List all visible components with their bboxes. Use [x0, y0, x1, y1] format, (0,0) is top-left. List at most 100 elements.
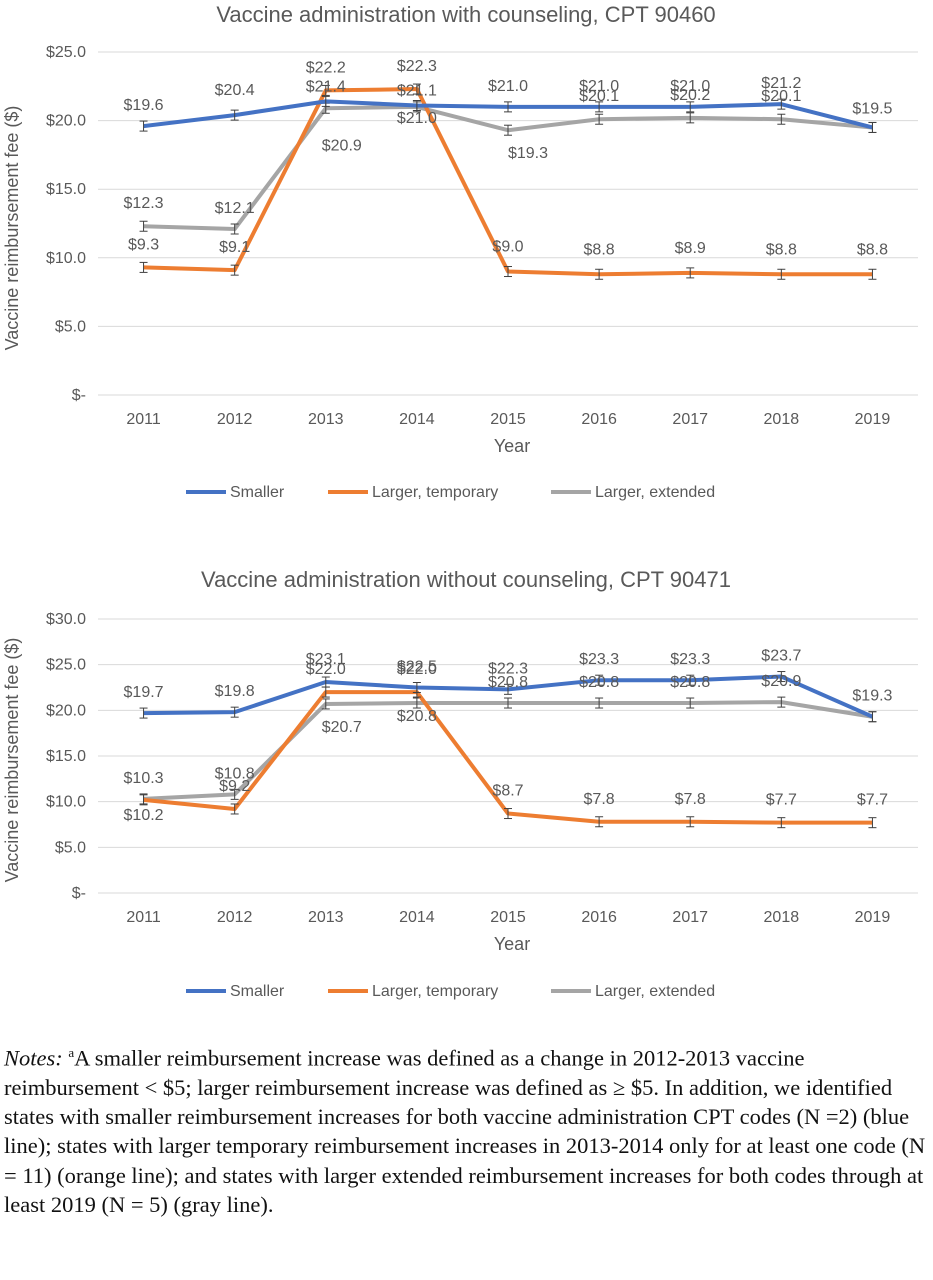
data-label: $22.3 [488, 660, 528, 677]
x-tick-label: 2017 [672, 909, 708, 926]
data-label: $22.2 [306, 59, 346, 76]
data-label: $20.7 [322, 719, 362, 736]
data-label: $10.8 [215, 765, 255, 782]
data-label: $9.2 [219, 778, 250, 795]
legend-label: Smaller [230, 484, 285, 501]
x-tick-label: 2015 [490, 411, 526, 428]
x-axis-label: Year [494, 436, 530, 456]
data-label: $19.7 [124, 684, 164, 701]
data-label: $23.3 [670, 651, 710, 668]
y-tick-label: $5.0 [55, 318, 86, 335]
data-label: $8.7 [492, 783, 523, 800]
chart-cpt-90471: Vaccine administration without counselin… [2, 567, 918, 1000]
data-label: $20.2 [670, 87, 710, 104]
data-label: $7.8 [675, 791, 706, 808]
x-tick-label: 2017 [672, 411, 708, 428]
notes-label: Notes: [4, 1045, 63, 1071]
series-line-larger-temporary [143, 690, 873, 825]
y-tick-label: $25.0 [46, 657, 86, 674]
legend-label: Smaller [230, 983, 285, 1000]
data-label: $21.0 [579, 78, 619, 95]
chart-title: Vaccine administration without counselin… [201, 567, 731, 592]
data-label: $8.8 [857, 241, 888, 258]
data-label: $22.3 [397, 58, 437, 75]
legend-label: Larger, extended [595, 983, 715, 1000]
data-label: $19.3 [508, 145, 548, 162]
data-label: $8.8 [584, 241, 615, 258]
x-tick-label: 2016 [581, 411, 617, 428]
data-label: $20.9 [322, 137, 362, 154]
notes-superscript: a [68, 1045, 75, 1060]
y-tick-label: $15.0 [46, 181, 86, 198]
x-tick-label: 2014 [399, 411, 435, 428]
x-tick-label: 2019 [855, 411, 891, 428]
legend-label: Larger, temporary [372, 484, 498, 501]
data-label: $9.1 [219, 239, 250, 256]
y-tick-label: $5.0 [55, 839, 86, 856]
data-label: $8.9 [675, 240, 706, 257]
x-tick-label: 2018 [764, 909, 800, 926]
data-label: $19.5 [852, 100, 892, 117]
y-tick-label: $30.0 [46, 611, 86, 628]
data-label: $7.8 [584, 791, 615, 808]
data-label: $9.3 [128, 236, 159, 253]
data-label: $7.7 [766, 792, 797, 809]
x-tick-label: 2013 [308, 909, 344, 926]
data-label: $23.7 [761, 648, 801, 665]
x-tick-label: 2018 [764, 411, 800, 428]
data-label: $20.8 [397, 708, 437, 725]
chart-title: Vaccine administration with counseling, … [216, 2, 715, 27]
y-tick-label: $15.0 [46, 748, 86, 765]
data-label: $23.3 [579, 651, 619, 668]
data-label: $23.1 [306, 651, 346, 668]
data-label: $22.0 [306, 661, 346, 678]
data-label: $22.0 [397, 661, 437, 678]
x-tick-label: 2013 [308, 411, 344, 428]
data-label: $22.5 [397, 659, 437, 676]
data-label: $10.2 [124, 807, 164, 824]
data-label: $20.8 [488, 674, 528, 691]
data-label: $9.0 [492, 239, 523, 256]
data-label: $12.1 [215, 200, 255, 217]
data-label: $20.4 [215, 82, 255, 99]
data-label: $19.6 [124, 97, 164, 114]
x-tick-label: 2014 [399, 909, 435, 926]
notes-text: A smaller reimbursement increase was def… [4, 1045, 926, 1217]
data-label: $21.4 [306, 78, 346, 95]
x-tick-label: 2012 [217, 411, 253, 428]
y-axis-label: Vaccine reimbursement fee ($) [2, 106, 22, 351]
x-tick-label: 2016 [581, 909, 617, 926]
data-label: $12.3 [124, 195, 164, 212]
y-tick-label: $20.0 [46, 113, 86, 130]
data-label: $20.1 [579, 88, 619, 105]
legend-label: Larger, temporary [372, 983, 498, 1000]
y-tick-label: $20.0 [46, 702, 86, 719]
data-label: $20.9 [761, 673, 801, 690]
figure-notes: Notes: aA smaller reimbursement increase… [4, 1038, 929, 1219]
x-axis-label: Year [494, 934, 530, 954]
y-tick-label: $10.0 [46, 250, 86, 267]
data-label: $21.0 [670, 78, 710, 95]
data-label: $20.1 [761, 88, 801, 105]
data-label: $21.2 [761, 75, 801, 92]
data-label: $7.7 [857, 792, 888, 809]
data-label: $21.1 [397, 83, 437, 100]
x-tick-label: 2015 [490, 909, 526, 926]
x-tick-label: 2012 [217, 909, 253, 926]
chart-cpt-90460: Vaccine administration with counseling, … [2, 2, 918, 501]
y-tick-label: $25.0 [46, 44, 86, 61]
data-label: $10.3 [124, 770, 164, 787]
x-tick-label: 2011 [126, 909, 161, 926]
data-label: $21.0 [488, 78, 528, 95]
data-label: $21.0 [397, 110, 437, 127]
data-label: $20.8 [579, 674, 619, 691]
data-label: $19.8 [215, 683, 255, 700]
y-axis-label: Vaccine reimbursement fee ($) [2, 638, 22, 883]
y-tick-label: $- [72, 885, 86, 902]
x-tick-label: 2019 [855, 909, 891, 926]
x-tick-label: 2011 [126, 411, 161, 428]
legend-label: Larger, extended [595, 484, 715, 501]
y-tick-label: $- [72, 387, 86, 404]
data-label: $8.8 [766, 241, 797, 258]
data-label: $20.8 [670, 674, 710, 691]
